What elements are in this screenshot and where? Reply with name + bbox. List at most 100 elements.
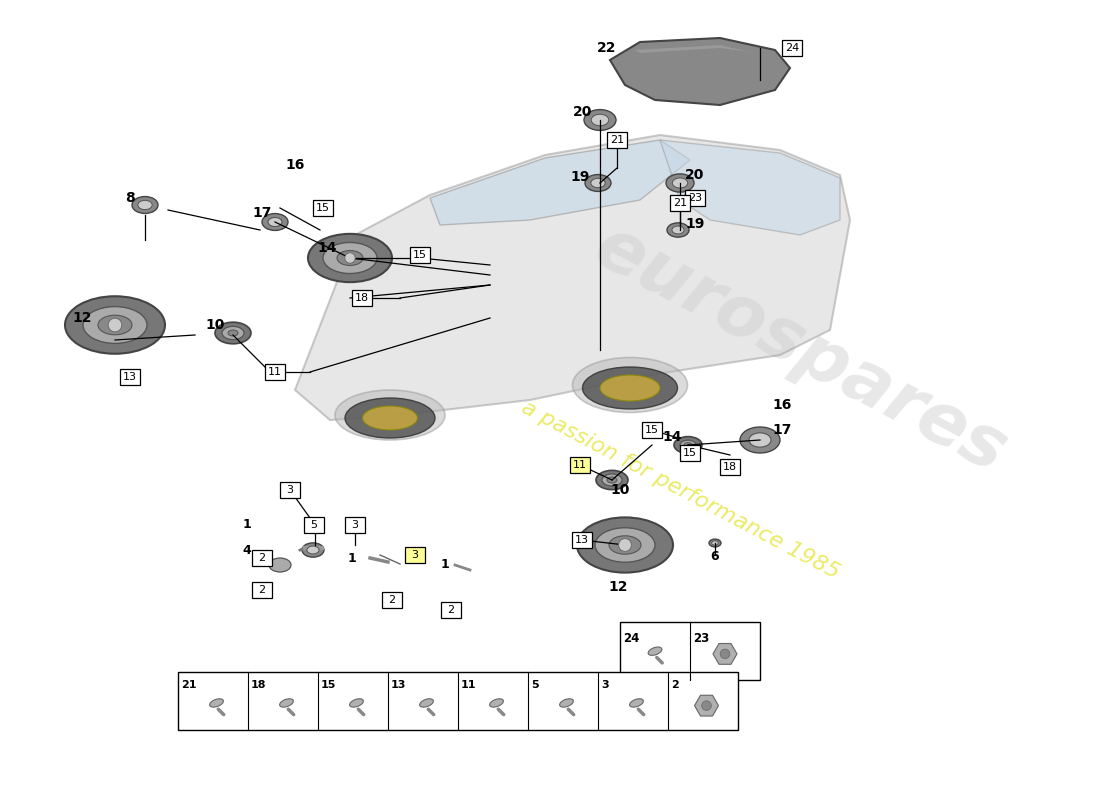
Ellipse shape [337,250,363,266]
Text: 13: 13 [390,680,406,690]
Text: 3: 3 [601,680,608,690]
Ellipse shape [307,546,319,554]
Text: 15: 15 [316,203,330,213]
FancyBboxPatch shape [352,290,372,306]
Ellipse shape [600,375,660,401]
FancyBboxPatch shape [382,592,402,608]
Ellipse shape [262,214,288,230]
Text: 3: 3 [411,550,418,560]
FancyBboxPatch shape [670,195,690,211]
Text: 21: 21 [673,198,688,208]
Text: 15: 15 [412,250,427,260]
Ellipse shape [684,442,692,447]
Ellipse shape [607,477,617,483]
Text: 13: 13 [123,372,138,382]
Bar [178,672,738,730]
Text: 2: 2 [258,553,265,563]
Text: 16: 16 [285,158,305,172]
Text: 22: 22 [597,41,617,55]
Text: 1: 1 [243,518,252,531]
Text: 21: 21 [182,680,197,690]
Text: 10: 10 [610,483,629,497]
Text: 3: 3 [286,485,294,495]
Ellipse shape [302,543,324,557]
FancyBboxPatch shape [607,132,627,148]
Ellipse shape [712,541,718,545]
FancyBboxPatch shape [572,532,592,548]
Text: 6: 6 [711,550,719,563]
Text: 19: 19 [685,217,705,231]
Text: 15: 15 [321,680,337,690]
Ellipse shape [210,698,223,707]
Text: 2: 2 [671,680,679,690]
Circle shape [344,253,355,263]
Ellipse shape [710,539,720,547]
FancyBboxPatch shape [265,364,285,380]
Ellipse shape [490,698,504,707]
Text: 19: 19 [570,170,590,184]
Polygon shape [610,38,790,105]
FancyBboxPatch shape [685,190,705,206]
Ellipse shape [666,174,694,192]
Text: 24: 24 [785,43,799,53]
Text: 1: 1 [441,558,450,571]
Text: 16: 16 [772,398,792,412]
Ellipse shape [602,474,621,486]
Ellipse shape [572,358,688,413]
Ellipse shape [740,427,780,453]
Ellipse shape [674,437,702,454]
Ellipse shape [591,178,605,188]
FancyBboxPatch shape [280,482,300,498]
Ellipse shape [591,114,608,126]
FancyBboxPatch shape [782,40,802,56]
Polygon shape [694,695,718,716]
Ellipse shape [82,306,147,343]
Circle shape [618,538,631,551]
Text: 14: 14 [317,241,337,255]
FancyBboxPatch shape [120,369,140,385]
Polygon shape [430,140,690,225]
Circle shape [720,649,729,658]
Ellipse shape [560,698,573,707]
Ellipse shape [672,226,684,234]
Bar [620,622,760,680]
Ellipse shape [419,698,433,707]
Text: 23: 23 [688,193,702,203]
Ellipse shape [578,518,673,573]
Text: 8: 8 [125,191,135,205]
Ellipse shape [214,322,251,344]
Text: 2: 2 [258,585,265,595]
FancyBboxPatch shape [441,602,461,618]
Ellipse shape [596,470,628,490]
Ellipse shape [323,242,377,274]
Text: 18: 18 [723,462,737,472]
Ellipse shape [228,330,238,336]
Ellipse shape [363,406,418,430]
FancyBboxPatch shape [314,200,333,216]
FancyBboxPatch shape [570,457,590,473]
Circle shape [702,701,712,710]
Text: 4: 4 [243,543,252,557]
Text: 2: 2 [448,605,454,615]
Text: 20: 20 [573,105,593,119]
Ellipse shape [65,296,165,354]
Text: 5: 5 [531,680,539,690]
FancyBboxPatch shape [304,517,324,533]
Text: 1: 1 [348,551,356,565]
Polygon shape [635,45,776,58]
Circle shape [108,318,122,332]
Ellipse shape [585,174,611,191]
Ellipse shape [279,698,294,707]
Text: 5: 5 [310,520,318,530]
Polygon shape [660,140,840,235]
Text: 18: 18 [355,293,370,303]
Text: 17: 17 [772,423,792,437]
Text: 10: 10 [206,318,224,332]
Polygon shape [295,135,850,420]
Ellipse shape [667,223,689,237]
Text: 18: 18 [251,680,266,690]
Ellipse shape [584,110,616,130]
Ellipse shape [680,440,696,450]
Ellipse shape [648,647,662,655]
Text: 17: 17 [252,206,272,220]
